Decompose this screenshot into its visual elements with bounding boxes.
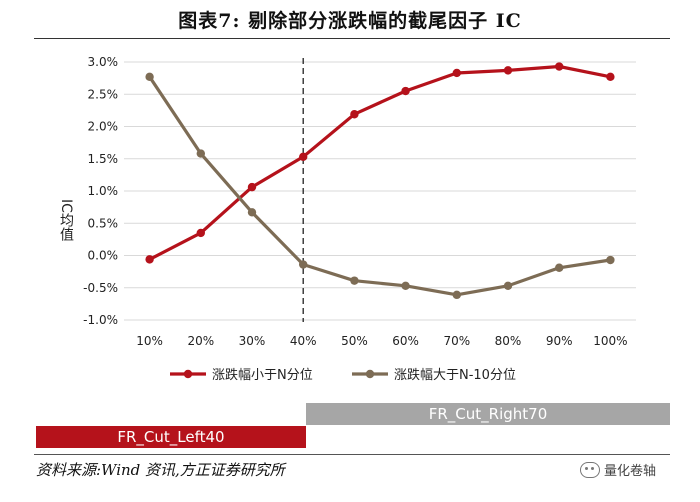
page-title: 图表7: 剔除部分涨跌幅的截尾因子 IC	[178, 10, 522, 32]
x-tick-label: 50%	[341, 334, 368, 348]
watermark: 量化卷轴	[580, 460, 656, 479]
x-tick-label: 60%	[392, 334, 419, 348]
y-tick-label: 2.5%	[88, 87, 119, 101]
title-divider	[34, 38, 670, 39]
data-point	[196, 228, 205, 238]
series-line-2	[148, 75, 611, 297]
legend: 涨跌幅小于N分位 涨跌幅大于N-10分位	[170, 367, 516, 383]
data-point	[401, 281, 410, 291]
data-point	[503, 281, 513, 291]
x-tick-label: 20%	[187, 334, 214, 348]
data-point	[606, 72, 615, 82]
wechat-icon	[580, 461, 600, 478]
x-tick-label: 30%	[239, 334, 266, 348]
data-point	[196, 149, 205, 158]
data-point	[503, 66, 513, 75]
legend-marker	[365, 369, 375, 379]
data-point	[555, 62, 564, 71]
y-tick-label: 1.0%	[88, 184, 119, 198]
chart-grid	[124, 61, 636, 321]
data-point	[247, 208, 257, 217]
data-point	[606, 255, 615, 265]
y-tick-label: -1.0%	[83, 313, 118, 327]
x-axis-ticks: 10% 20% 30% 40% 50% 60% 70% 80% 90% 100%	[136, 334, 627, 348]
series-line-1	[148, 64, 611, 261]
data-point	[350, 276, 359, 285]
band-right: FR_Cut_Right70	[306, 403, 670, 425]
x-tick-label: 10%	[136, 334, 163, 348]
data-point	[299, 260, 308, 269]
series-points	[145, 62, 615, 300]
y-tick-label: -0.5%	[83, 281, 118, 295]
band-left: FR_Cut_Left40	[36, 426, 306, 448]
line-chart: -1.0% -0.5% 0.0% 0.5% 1.0% 1.5% 2.0% 2.5% 3.0% 1…	[58, 55, 636, 383]
data-point	[247, 182, 257, 192]
data-point	[350, 110, 359, 119]
data-point	[145, 72, 154, 82]
y-tick-label: 2.0%	[88, 120, 119, 134]
legend-label: 涨跌幅大于N-10分位	[394, 367, 516, 383]
y-tick-label: 1.5%	[88, 152, 119, 166]
watermark-text: 量化卷轴	[604, 464, 657, 479]
legend-label: 涨跌幅小于N分位	[212, 367, 313, 383]
data-point	[452, 68, 461, 78]
y-axis-ticks: -1.0% -0.5% 0.0% 0.5% 1.0% 1.5% 2.0% 2.5% 3.0%	[83, 55, 118, 327]
data-point	[452, 290, 461, 300]
data-point	[555, 263, 564, 272]
legend-marker	[183, 369, 193, 379]
x-tick-label: 80%	[495, 334, 522, 348]
y-tick-label: 0.0%	[88, 249, 119, 263]
footer-divider	[34, 454, 670, 455]
data-point	[401, 86, 410, 96]
source-note: 资料来源:Wind 资讯,方正证券研究所	[36, 461, 285, 479]
data-point	[145, 255, 154, 264]
x-tick-label: 40%	[290, 334, 317, 348]
y-tick-label: 3.0%	[88, 55, 119, 69]
x-tick-label: 70%	[443, 334, 470, 348]
y-axis-label: IC均值	[58, 199, 74, 241]
series-lines	[148, 64, 611, 297]
x-tick-label: 100%	[593, 334, 627, 348]
x-tick-label: 90%	[546, 334, 573, 348]
data-point	[299, 152, 308, 162]
y-tick-label: 0.5%	[88, 216, 119, 230]
